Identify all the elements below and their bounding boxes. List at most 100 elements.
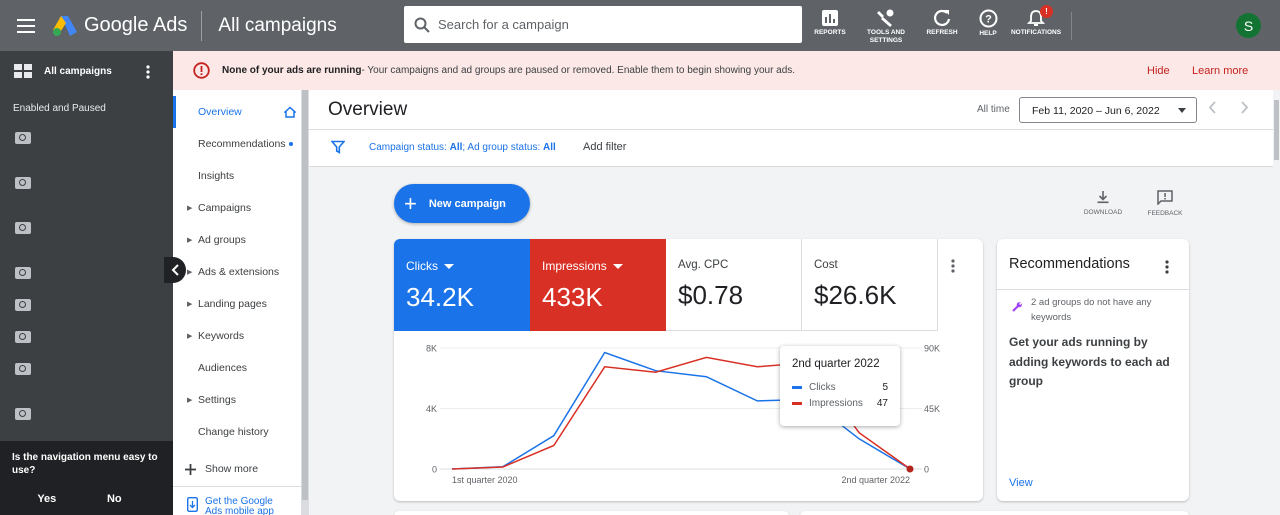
filter-value: All [543,142,556,153]
feedback-button[interactable]: FEEDBACK [1140,190,1190,217]
app-name: Google Ads [84,14,188,36]
search-icon [414,17,430,33]
campaign-search-icon[interactable] [15,299,31,311]
tooltip-row-impressions: Impressions 47 [792,395,888,411]
page-menu-campaigns[interactable]: ▶ Campaigns [173,192,301,224]
page-menu-label: Keywords [198,330,245,342]
next-period-button[interactable] [1241,101,1249,117]
metric-avg-cpc[interactable]: Avg. CPC $0.78 [666,239,802,331]
chevron-right-icon [1241,101,1249,114]
page-menu-scrollbar[interactable] [301,90,309,515]
main-scroll-thumb[interactable] [1274,100,1279,160]
metric-label: Clicks [406,259,438,273]
help-button[interactable]: ? HELP [958,9,1018,38]
page-menu-ad-groups[interactable]: ▶ Ad groups [173,224,301,256]
download-icon [1097,191,1109,204]
search-input[interactable] [438,17,778,32]
page-menu-scroll-thumb[interactable] [302,90,308,500]
page-menu-insights[interactable]: Insights [173,160,301,192]
metric-clicks[interactable]: Clicks 34.2K [394,239,530,331]
page-menu-overview[interactable]: Overview [173,96,301,128]
bell-icon [1027,10,1045,26]
new-dot [288,142,293,146]
account-avatar[interactable]: S [1236,13,1261,38]
active-filters[interactable]: Campaign status: All; Ad group status: A… [369,142,556,153]
metric-value: $26.6K [814,280,897,310]
google-ads-logo-icon [53,15,77,36]
reports-icon [822,10,838,26]
download-label: DOWNLOAD [1083,209,1123,216]
more-vert-icon[interactable] [1165,260,1169,274]
alert-hide-button[interactable]: Hide [1147,65,1170,77]
dropdown-caret-icon[interactable] [612,263,623,269]
search-box[interactable] [404,6,802,43]
lower-card [394,511,789,515]
page-menu-landing-pages[interactable]: ▶ Landing pages [173,288,301,320]
page-menu-settings[interactable]: ▶ Settings [173,384,301,416]
campaign-search-icon[interactable] [15,132,31,144]
add-filter-button[interactable]: Add filter [583,141,627,153]
expand-arrow-icon: ▶ [187,237,193,244]
view-recommendation-link[interactable]: View [1009,477,1033,489]
all-campaigns-nav-header[interactable]: All campaigns [0,51,173,91]
overview-title: Overview [328,99,408,120]
download-button[interactable]: DOWNLOAD [1078,190,1128,216]
campaign-search-icon[interactable] [15,331,31,343]
page-menu-label: Audiences [198,362,248,374]
alert-learn-more-link[interactable]: Learn more [1192,65,1249,77]
campaign-search-icon[interactable] [15,363,31,375]
campaign-search-icon[interactable] [15,408,31,420]
page-menu-change-history[interactable]: Change history [173,416,301,448]
hamburger-menu-button[interactable] [0,0,52,51]
left-axis-tick-label: 0 [432,465,437,475]
refresh-label: REFRESH [926,29,958,36]
tools-and-settings-button[interactable]: TOOLS AND SETTINGS [856,9,916,45]
main-scrollbar[interactable] [1273,90,1280,515]
expand-arrow-icon: ▶ [187,269,193,276]
date-range-picker[interactable]: Feb 11, 2020 – Jun 6, 2022 [1019,97,1197,123]
metric-impressions[interactable]: Impressions 433K [530,239,666,331]
more-vert-icon[interactable] [146,65,150,79]
divider [997,289,1189,290]
page-menu-keywords[interactable]: ▶ Keywords [173,320,301,352]
survey-yes-button[interactable]: Yes [37,493,57,505]
lower-card [800,511,1189,515]
page-menu-recommendations[interactable]: Recommendations [173,128,301,160]
page-menu-label: Insights [198,170,235,182]
legend-swatch [792,385,802,389]
metric-value: 34.2K [406,282,474,312]
x-axis-label: 1st quarter 2020 [452,475,518,485]
page-menu-ads-extensions[interactable]: ▶ Ads & extensions [173,256,301,288]
new-campaign-button[interactable]: + New campaign [394,184,530,223]
performance-card: Clicks 34.2K Impressions 433K Avg. CPC $… [394,239,983,501]
show-more-button[interactable]: Show more [185,463,258,475]
expand-arrow-icon: ▶ [187,333,193,340]
page-menu-label: Landing pages [198,298,267,310]
reports-button[interactable]: REPORTS [800,9,860,37]
date-range-value: Feb 11, 2020 – Jun 6, 2022 [1032,105,1160,117]
previous-period-button[interactable] [1208,101,1216,117]
dropdown-caret-icon[interactable] [444,263,454,269]
right-axis-tick-label: 90K [924,344,940,354]
notifications-button[interactable]: ! NOTIFICATIONS [1006,5,1066,37]
survey-no-button[interactable]: No [106,493,122,505]
collapse-nav-button[interactable] [164,257,186,283]
google-ads-logo[interactable]: Google Ads [52,0,187,51]
mobile-app-link[interactable]: Get the Google Ads mobile app [173,486,301,515]
top-bar: Google Ads All campaigns REPORTS TOOLS A… [0,0,1280,51]
campaign-search-icon[interactable] [15,267,31,279]
metric-cost[interactable]: Cost $26.6K [802,239,938,331]
filter-icon[interactable] [331,140,345,154]
nav-survey: Is the navigation menu easy to use? Yes … [0,441,173,515]
refresh-button[interactable]: REFRESH [912,9,972,37]
campaign-search-icon[interactable] [15,177,31,189]
notification-badge: ! [1040,5,1053,18]
more-vert-icon[interactable] [951,259,955,273]
campaign-search-icon[interactable] [15,222,31,234]
show-more-label: Show more [205,463,259,475]
tooltip-row-clicks: Clicks 5 [792,379,888,395]
page-menu-audiences[interactable]: Audiences [173,352,301,384]
page-menu-label: Ads & extensions [198,266,280,278]
metric-value: $0.78 [678,280,744,310]
ads-not-running-alert: None of your ads are running - Your camp… [173,51,1280,90]
